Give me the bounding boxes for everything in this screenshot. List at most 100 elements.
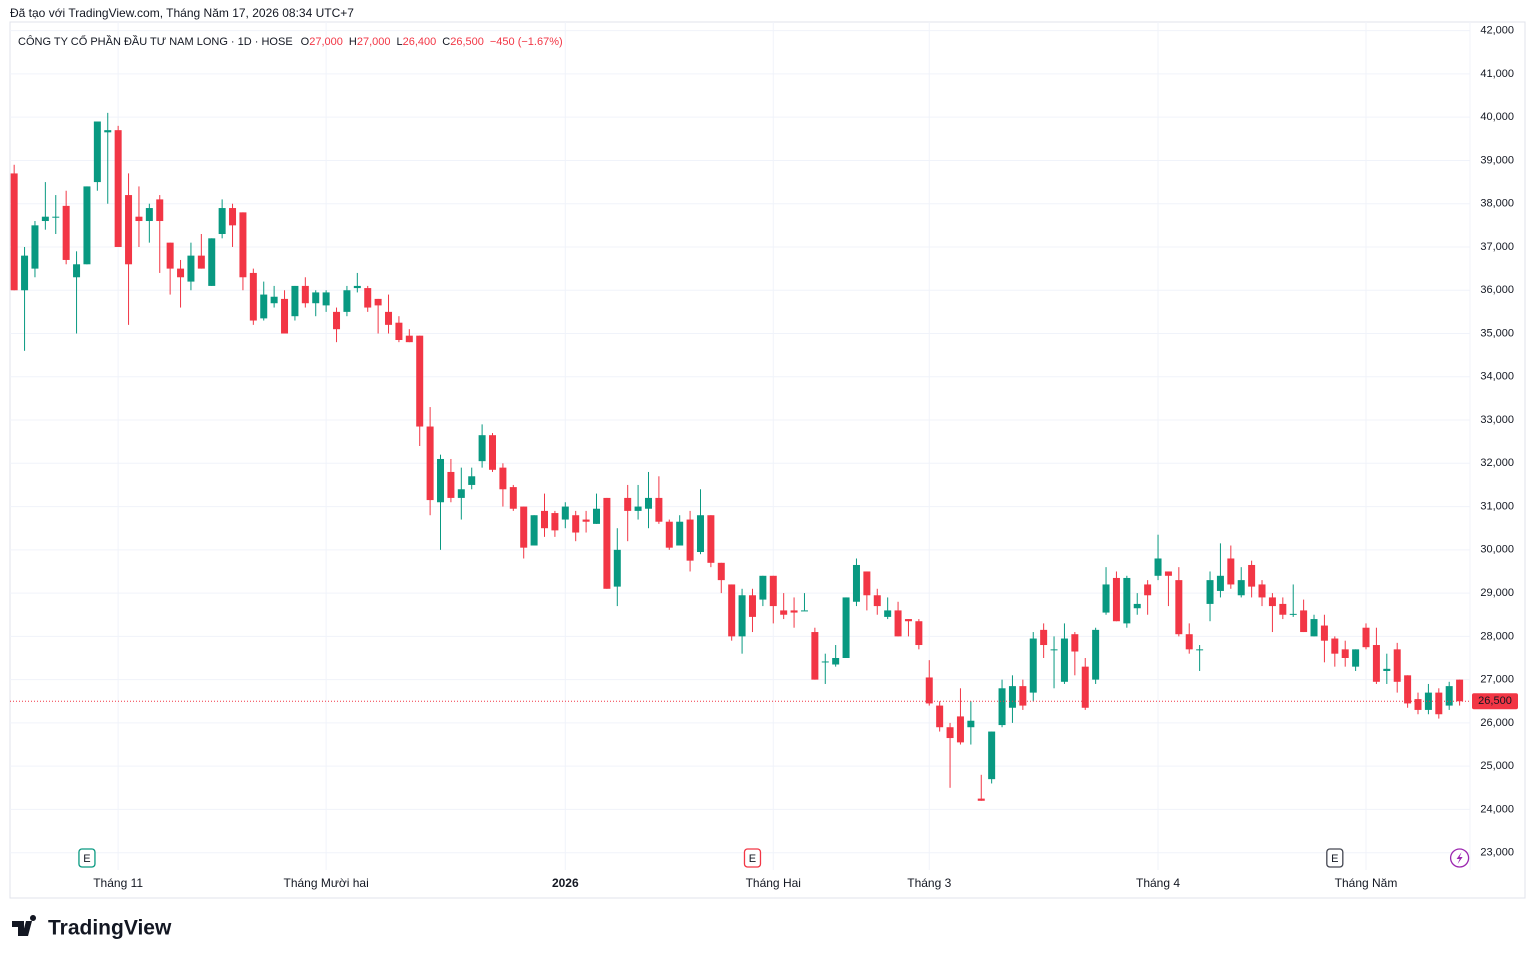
candle-body xyxy=(676,521,684,546)
y-tick-label: 30,000 xyxy=(1480,544,1514,556)
x-tick-label: Tháng Hai xyxy=(746,876,801,890)
candle-body xyxy=(1164,571,1172,576)
y-tick-label: 35,000 xyxy=(1480,327,1514,339)
candle-body xyxy=(104,130,112,133)
legend-value: 27,000 xyxy=(309,36,343,48)
candle-body xyxy=(385,311,393,325)
candle-body xyxy=(1279,603,1287,615)
candle-body xyxy=(551,513,559,531)
y-tick-label: 26,000 xyxy=(1480,717,1514,729)
candle-body xyxy=(239,212,247,278)
candle-body xyxy=(93,121,101,183)
event-label: E xyxy=(1331,853,1338,865)
x-tick-label: Tháng Năm xyxy=(1335,876,1398,890)
candle-body xyxy=(1393,649,1401,682)
candle-body xyxy=(187,255,195,282)
candle-body xyxy=(925,677,933,704)
candle-body xyxy=(1258,584,1266,598)
candle-body xyxy=(83,186,91,265)
candle-body xyxy=(489,435,497,470)
candle-body xyxy=(1341,649,1349,658)
logo-icon xyxy=(12,914,37,936)
y-tick-label: 40,000 xyxy=(1480,111,1514,123)
candle-body xyxy=(270,296,278,304)
y-tick-label: 33,000 xyxy=(1480,414,1514,426)
candle-body xyxy=(457,489,465,498)
candle-body xyxy=(21,255,29,291)
candle-body xyxy=(1227,558,1235,585)
candle-body xyxy=(592,508,600,524)
x-tick-label: Tháng 11 xyxy=(93,876,143,890)
candle-body xyxy=(291,285,299,317)
candle-body xyxy=(281,298,289,334)
candle-body xyxy=(894,610,902,637)
event-icon xyxy=(743,848,762,868)
candle-body xyxy=(1424,692,1432,710)
event-icon xyxy=(78,848,96,868)
candle-body xyxy=(1404,675,1412,704)
candle-body xyxy=(1372,645,1380,682)
candle-body xyxy=(946,727,954,739)
candle-body xyxy=(759,575,767,600)
legend-key: O xyxy=(301,36,310,48)
candle-body xyxy=(956,716,964,743)
candle-body xyxy=(769,575,777,607)
candle-body xyxy=(1435,692,1443,715)
candle-body xyxy=(1008,686,1016,708)
candle-body xyxy=(1133,603,1141,609)
candle-body xyxy=(1175,580,1183,635)
y-tick-label: 31,000 xyxy=(1480,500,1514,512)
candle-body xyxy=(509,487,517,509)
candle-body xyxy=(811,632,819,680)
candle-body xyxy=(73,264,81,278)
candle-body xyxy=(218,208,226,234)
candle-body xyxy=(1102,584,1110,613)
candle-body xyxy=(1196,649,1204,651)
candle-body xyxy=(1029,638,1037,693)
candle-body xyxy=(426,426,434,501)
candle-body xyxy=(135,216,143,222)
y-tick-label: 25,000 xyxy=(1480,760,1514,772)
candle-body xyxy=(541,510,549,529)
legend: CÔNG TY CỔ PHẦN ĐẦU TƯ NAM LONG · 1D · H… xyxy=(18,35,563,48)
candle-body xyxy=(1071,634,1079,652)
x-tick-label: Tháng 4 xyxy=(1136,876,1180,890)
logo: TradingView xyxy=(12,914,172,940)
candle-body xyxy=(177,268,185,278)
candle-body xyxy=(634,506,642,511)
candle-body xyxy=(915,621,923,646)
y-tick-label: 32,000 xyxy=(1480,457,1514,469)
candle-body xyxy=(904,619,912,622)
candle-body xyxy=(873,595,881,607)
last-price-label: 26,500 xyxy=(1478,695,1512,707)
candle-body xyxy=(1362,627,1370,648)
candle-body xyxy=(364,288,372,308)
candle-body xyxy=(343,290,351,312)
y-tick-label: 23,000 xyxy=(1480,847,1514,859)
candle-body xyxy=(572,515,580,533)
candle-body xyxy=(156,199,164,222)
candle-body xyxy=(1060,638,1068,682)
candle-body xyxy=(1331,638,1339,654)
candle-body xyxy=(1414,699,1422,710)
candle-body xyxy=(561,506,569,520)
candle-body xyxy=(447,471,455,498)
candle-body xyxy=(1445,686,1453,706)
candle-body xyxy=(530,515,538,546)
candle-body xyxy=(41,216,49,222)
candle-body xyxy=(1268,597,1276,607)
candle-body xyxy=(832,658,840,665)
y-tick-label: 41,000 xyxy=(1480,68,1514,80)
candle-body xyxy=(1383,668,1391,671)
candle-body xyxy=(166,242,174,269)
y-tick-label: 39,000 xyxy=(1480,154,1514,166)
legend-change: −450 (−1.67%) xyxy=(490,36,563,48)
legend-value: 26,500 xyxy=(450,36,484,48)
y-tick-label: 38,000 xyxy=(1480,198,1514,210)
candle-body xyxy=(31,225,39,269)
candle-body xyxy=(145,208,153,222)
candle-body xyxy=(1154,558,1162,576)
candle-body xyxy=(405,335,413,343)
candle-body xyxy=(1112,577,1120,622)
